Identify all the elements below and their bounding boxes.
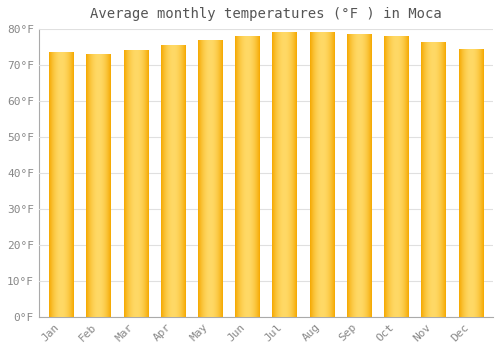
- Title: Average monthly temperatures (°F ) in Moca: Average monthly temperatures (°F ) in Mo…: [90, 7, 442, 21]
